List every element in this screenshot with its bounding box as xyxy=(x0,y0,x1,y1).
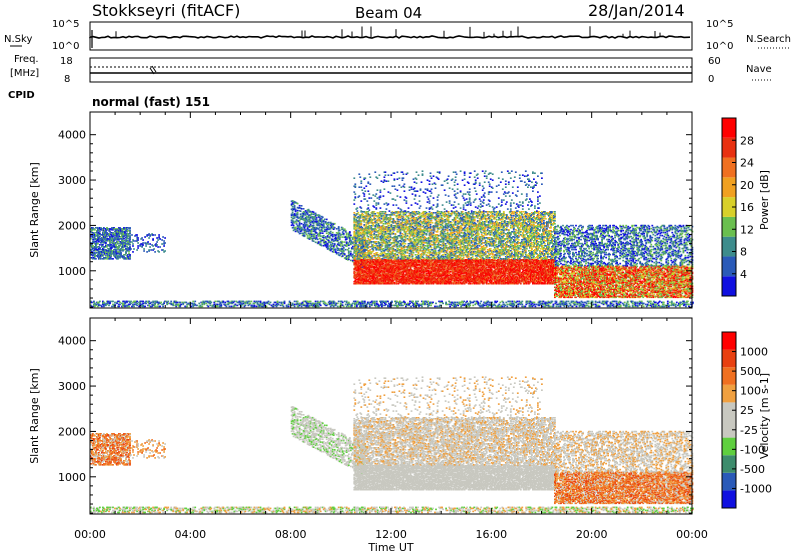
ytick-label-0-2: 3000 xyxy=(58,174,86,187)
freq-label: Freq. xyxy=(14,54,39,65)
velocity-colorbar-tick-4: -25 xyxy=(740,424,758,437)
nave-tick-top: 60 xyxy=(708,56,721,67)
velocity-colorbar-tick-3: 25 xyxy=(740,404,754,417)
power-colorbar-tick-5: 8 xyxy=(740,246,747,259)
freq-tick-top: 18 xyxy=(60,56,73,67)
power-heatmap xyxy=(90,170,694,307)
cpid-label: CPID xyxy=(8,90,35,101)
ytick-label-0-3: 4000 xyxy=(58,129,86,142)
noise-search-label: N.Search xyxy=(746,34,791,45)
time-tick-6: 00:00 xyxy=(676,528,708,541)
ytick-label-0-1: 2000 xyxy=(58,219,86,232)
station-title: Stokkseyri (fitACF) xyxy=(92,1,240,20)
ytick-label-1-0: 1000 xyxy=(58,471,86,484)
noise-right-tick-bottom: 10^0 xyxy=(706,41,733,52)
velocity-ylabel: Slant Range [km] xyxy=(28,368,41,464)
time-tick-0: 00:00 xyxy=(74,528,106,541)
power-colorbar-tick-6: 4 xyxy=(740,268,747,281)
freq-tick-bottom: 8 xyxy=(64,74,70,85)
noise-sky-label: N.Sky xyxy=(4,34,32,45)
power-colorbar-tick-3: 16 xyxy=(740,201,754,214)
ytick-label-1-1: 2000 xyxy=(58,425,86,438)
mode-label: normal (fast) 151 xyxy=(92,95,210,109)
time-tick-4: 16:00 xyxy=(475,528,507,541)
nave-tick-bottom: 0 xyxy=(708,74,714,85)
power-colorbar-tick-4: 12 xyxy=(740,223,754,236)
date-title: 28/Jan/2014 xyxy=(588,1,685,20)
velocity-colorbar-label: Velocity [m s-1] xyxy=(758,373,771,459)
ytick-label-0-0: 1000 xyxy=(58,265,86,278)
noise-left-tick-top: 10^5 xyxy=(52,19,79,30)
noise-left-tick-bottom: 10^0 xyxy=(52,41,79,52)
freq-unit: [MHz] xyxy=(10,68,39,79)
velocity-colorbar-tick-6: -500 xyxy=(740,463,765,476)
power-colorbar-tick-0: 28 xyxy=(740,134,754,147)
velocity-colorbar-tick-7: -1000 xyxy=(740,482,772,495)
noise-right-tick-top: 10^5 xyxy=(706,19,733,30)
ytick-label-1-3: 4000 xyxy=(58,335,86,348)
power-colorbar-tick-2: 20 xyxy=(740,179,754,192)
range-time-plot: Stokkseyri (fitACF) Beam 04 28/Jan/2014 … xyxy=(0,0,800,554)
beam-title: Beam 04 xyxy=(355,4,422,22)
velocity-heatmap xyxy=(90,376,694,513)
time-axis: 00:00 04:00 08:00 12:00 16:00 20:00 00:00 xyxy=(74,528,708,541)
noise-trace xyxy=(90,26,690,48)
power-colorbar: 28 24 20 16 12 8 4 xyxy=(722,118,754,296)
time-tick-5: 20:00 xyxy=(576,528,608,541)
ytick-label-1-2: 3000 xyxy=(58,380,86,393)
velocity-colorbar-tick-0: 1000 xyxy=(740,346,768,359)
time-tick-3: 12:00 xyxy=(375,528,407,541)
freq-panel: Freq. [MHz] CPID 18 8 60 0 Nave xyxy=(8,54,772,101)
noise-panel: N.Sky 10^5 10^0 10^5 10^0 N.Search xyxy=(4,19,791,52)
power-colorbar-tick-1: 24 xyxy=(740,157,754,170)
nave-label: Nave xyxy=(746,64,772,75)
power-panel: 1000 2000 3000 4000 Slant Range [km] 28 24 20… xyxy=(28,112,771,308)
time-tick-1: 04:00 xyxy=(174,528,206,541)
time-axis-label: Time UT xyxy=(367,541,413,554)
power-colorbar-label: Power [dB] xyxy=(758,170,771,230)
power-ylabel: Slant Range [km] xyxy=(28,162,41,258)
time-tick-2: 08:00 xyxy=(275,528,307,541)
